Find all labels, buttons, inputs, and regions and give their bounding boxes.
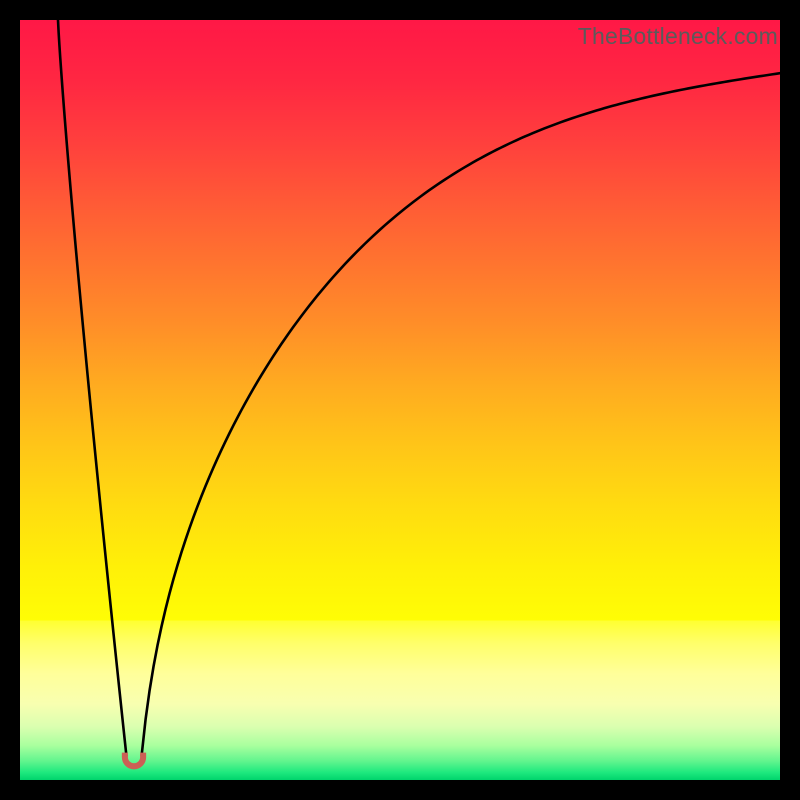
plot-svg (20, 20, 780, 780)
watermark-text: TheBottleneck.com (578, 23, 778, 50)
chart-root: TheBottleneck.com (0, 0, 800, 800)
gradient-background (20, 20, 780, 780)
